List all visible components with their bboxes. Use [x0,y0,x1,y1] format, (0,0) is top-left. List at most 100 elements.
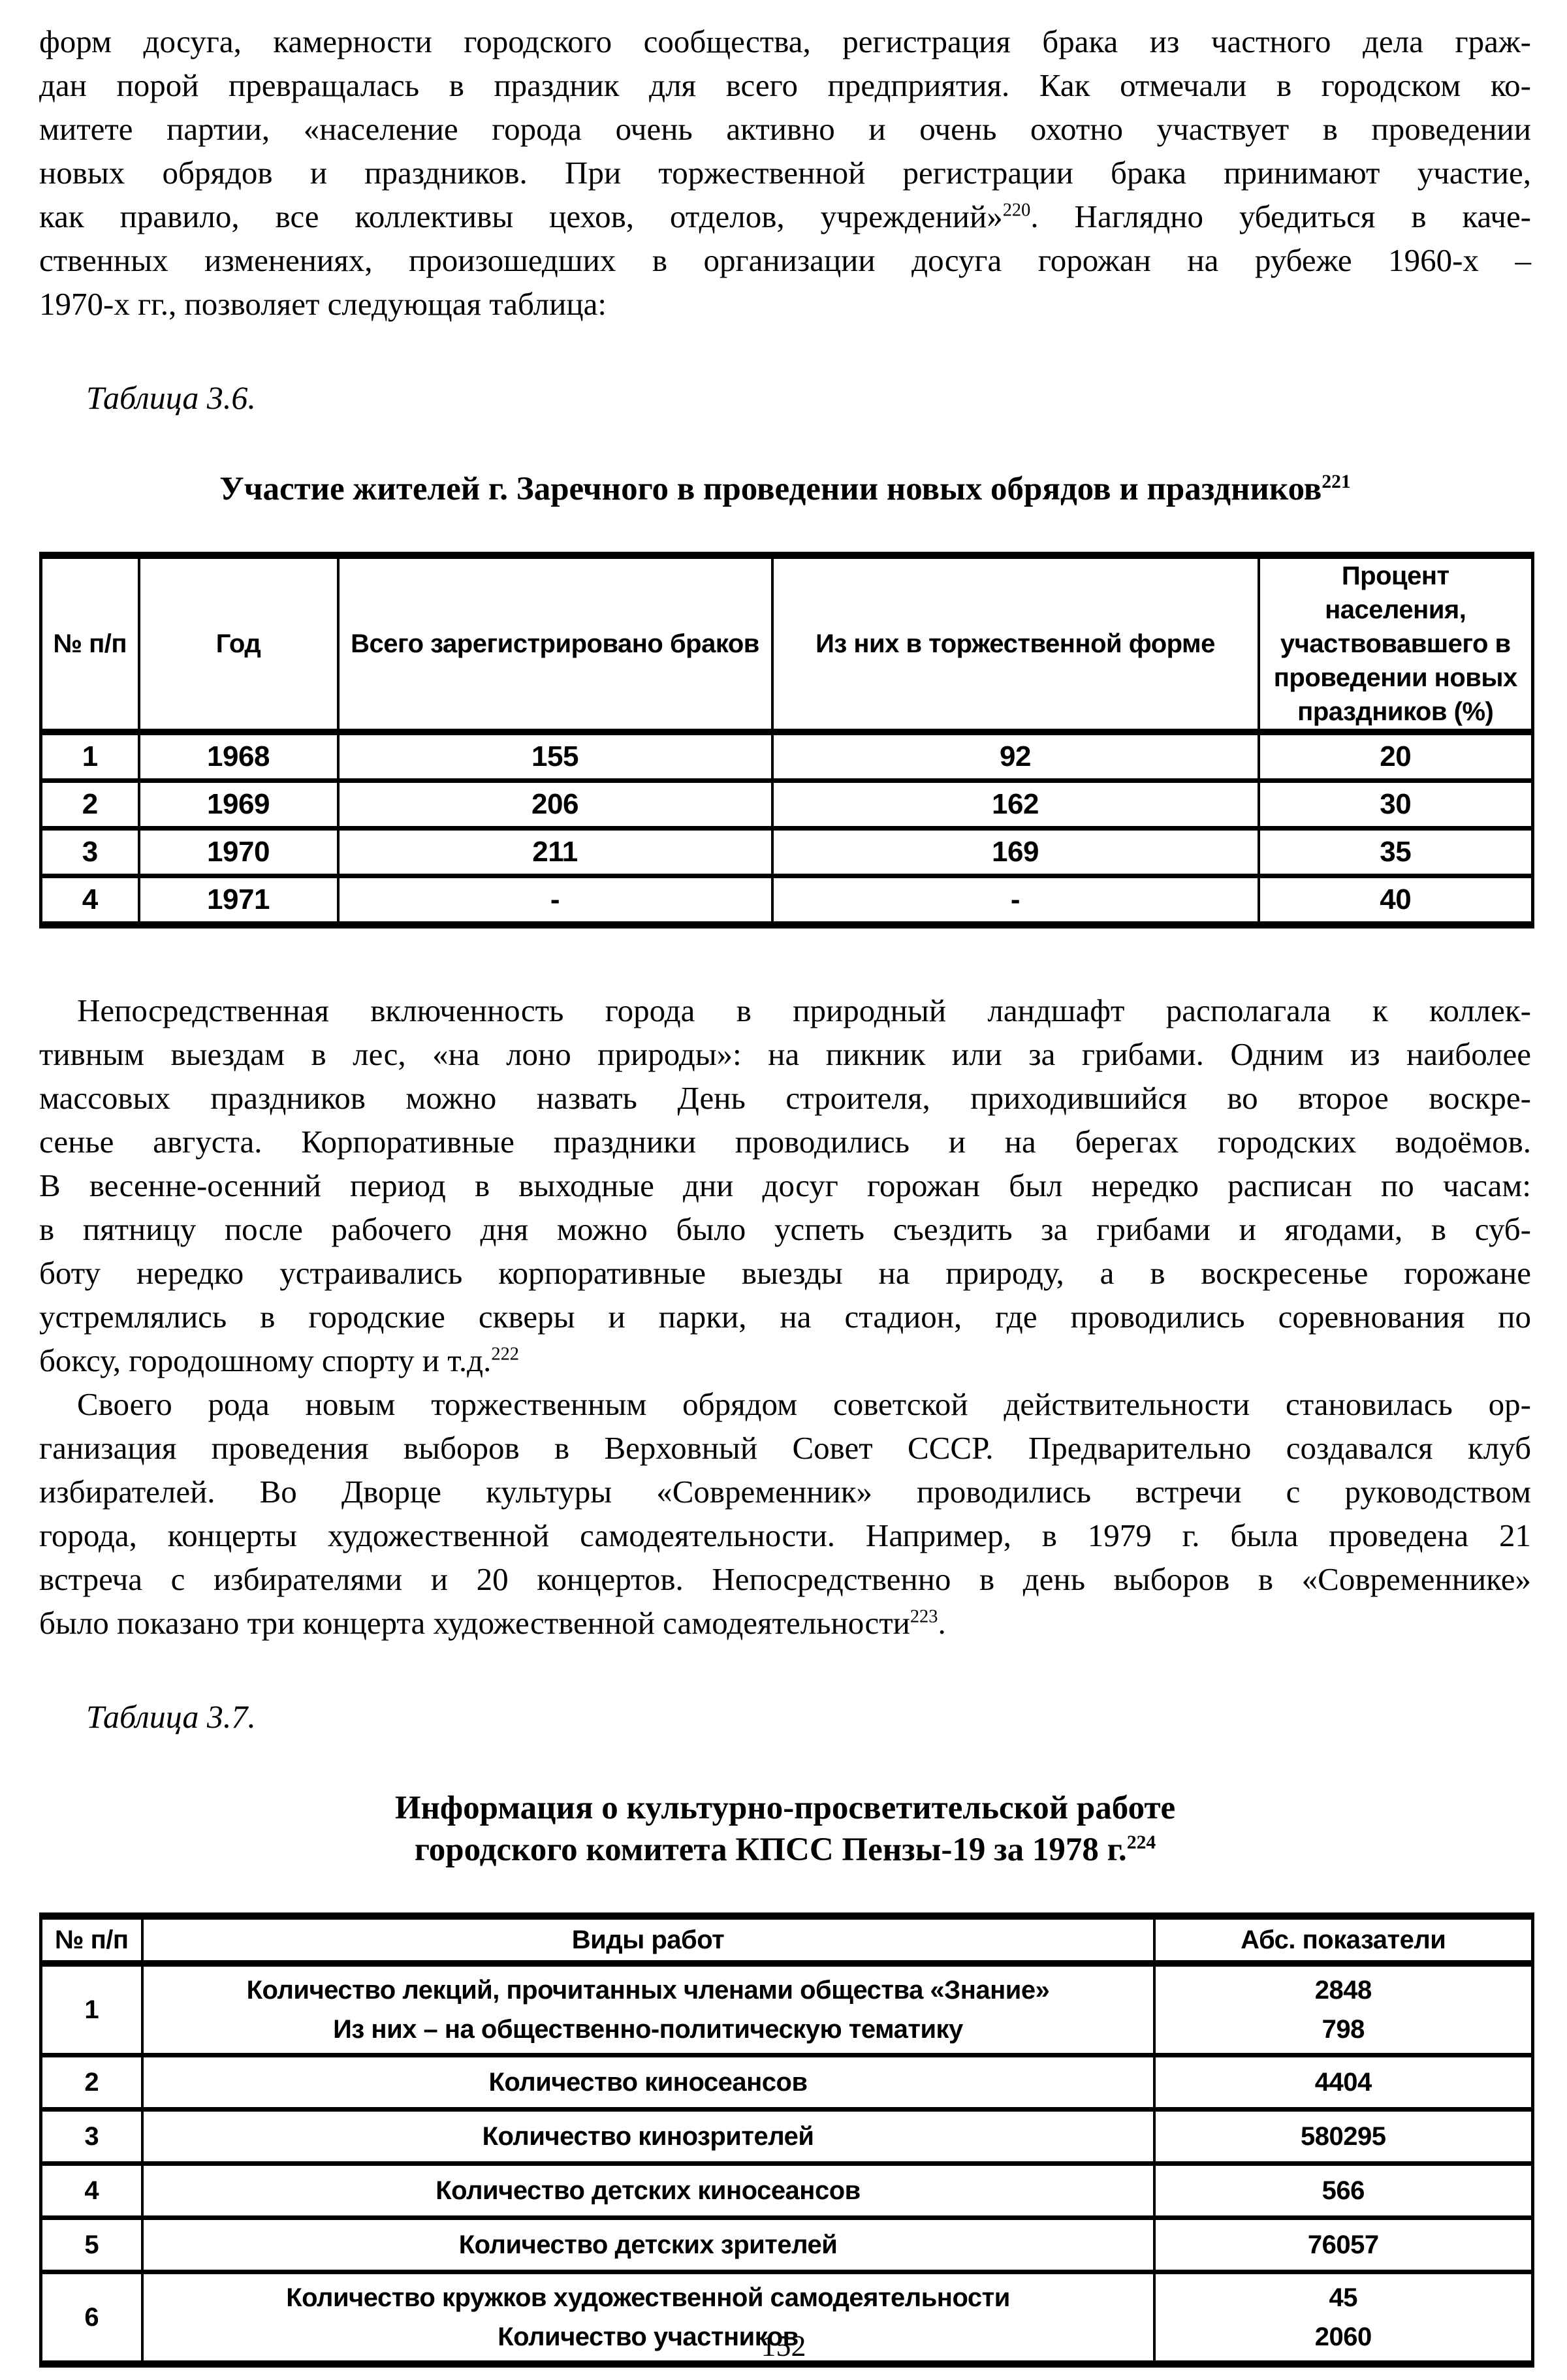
row-number-cell: 2 [39,2053,144,2112]
table-row: 1 1968 155 92 20 [39,729,1534,783]
cell-line: Количество киносеансов [488,2068,808,2097]
cell-line: Количество лекций, прочитанных членами о… [246,1976,1050,2005]
table-3-7-title-line-2: городского комитета КПСС Пензы-19 за 197… [414,1832,1156,1868]
table-row: 3 1970 211 169 35 [39,826,1534,878]
value-cell: 45 2060 [1152,2270,1534,2366]
table-3-6-title: Участие жителей г. Заречного в проведени… [219,471,1351,507]
paragraph-2: Непосредственная включенность города в п… [39,989,1531,1382]
paragraph-1: форм досуга, камерности городского сообщ… [39,20,1531,326]
table-cell: 40 [1257,874,1534,927]
text-line: тивным выездам в лес, «на лоно природы»:… [39,1036,1531,1072]
paragraph-3: Своего рода новым торжественным обрядом … [39,1382,1531,1645]
work-type-cell: Количество детских киносеансов [140,2161,1156,2220]
table-3-6-label: Таблица 3.6. [86,379,256,416]
table-cell: 35 [1257,826,1534,878]
table-cell: 1968 [137,729,340,783]
table-row: 6 Количество кружков художественной самод… [39,2270,1534,2366]
text-line: массовых праздников можно назвать День с… [39,1080,1531,1116]
text-line: как правило, все коллективы цехов, отдел… [39,198,1532,234]
table-3-6-header: № п/п Год Всего зарегистрировано браков Из … [39,553,1534,735]
text-line: сенье августа. Корпоративные праздники п… [39,1124,1531,1160]
footnote-ref: 222 [491,1344,519,1365]
value-cell: 566 [1152,2161,1534,2220]
text-line: В весенне-осенний период в выходные дни … [39,1167,1531,1203]
text-line: в пятницу после рабочего дня можно было … [39,1211,1531,1247]
text-line: ганизация проведения выборов в Верховный… [39,1430,1531,1466]
cell-line: 45 [1329,2283,1358,2312]
table-3-7-title-line-1: Информация о культурно-просветительской … [394,1790,1176,1826]
value-cell: 2848 798 [1152,1961,1534,2057]
row-number-cell: 4 [39,2161,144,2220]
table-cell: 1970 [137,826,340,878]
text-line: избирателей. Во Дворце культуры «Совреме… [39,1474,1531,1510]
table-row: 5 Количество детских зрителей 76057 [39,2215,1534,2274]
row-number-cell: 1 [39,1961,144,2057]
table-cell: 1969 [137,778,340,831]
cell-line: 798 [1322,2015,1365,2044]
table-row: 2 Количество киносеансов 4404 [39,2053,1534,2112]
work-type-cell: Количество киносеансов [140,2053,1156,2112]
column-header: Из них в торжественной форме [770,553,1260,735]
footnote-ref: 224 [1126,1832,1156,1853]
row-number-cell: 5 [39,2215,144,2274]
page-number: 152 [761,2329,806,2362]
cell-line: Количество детских киносеансов [435,2176,861,2205]
table-cell: 155 [336,729,774,783]
table-cell: 206 [336,778,774,831]
value-cell: 580295 [1152,2107,1534,2166]
work-type-cell: Количество кинозрителей [140,2107,1156,2166]
text-line: Своего рода новым торжественным обрядом … [77,1386,1531,1422]
text-line: было показано три концерта художественно… [39,1605,946,1641]
table-cell: 20 [1257,729,1534,783]
table-cell: 162 [770,778,1260,831]
value-cell: 4404 [1152,2053,1534,2112]
cell-line: Из них – на общественно-политическую тем… [333,2015,963,2044]
table-cell: 4 [39,874,140,927]
table-row: 4 Количество детских киносеансов 566 [39,2161,1534,2220]
table-cell: - [770,874,1260,927]
text-line: устремлялись в городские скверы и парки,… [39,1299,1531,1335]
cell-line: Количество кинозрителей [482,2122,814,2151]
cell-line: Количество участников [498,2323,799,2351]
text-line: боксу, городошному спорту и т.д.222 [39,1342,519,1378]
table-3-7: № п/п Виды работ Абс. показатели 1 Количест… [39,1912,1534,2368]
table-row: 4 1971- -40 [39,874,1534,927]
table-3-7-title: Информация о культурно-просветительской … [39,1787,1531,1871]
table-3-6: № п/п Год Всего зарегистрировано браков Из … [39,552,1534,928]
table-cell: 169 [770,826,1260,878]
table-row: 3 Количество кинозрителей 580295 [39,2107,1534,2166]
text-line: ственных изменениях, произошедших в орга… [39,242,1531,278]
text-line: форм досуга, камерности городского сообщ… [39,24,1531,59]
table-row: 2 1969 206 162 30 [39,778,1534,831]
cell-line: 2848 [1314,1976,1372,2005]
work-type-cell: Количество кружков художественной самоде… [140,2270,1156,2366]
row-number-cell: 6 [39,2270,144,2366]
footnote-ref: 223 [910,1606,938,1627]
table-3-6-body: 1 1968 155 92 20 2 1969 206 162 30 3 1970 211 169 35 4 1… [39,729,1534,927]
column-header: Год [137,553,340,735]
table-cell: 2 [39,778,140,831]
cell-line: 4404 [1314,2068,1372,2097]
text-line: новых обрядов и праздников. При торжеств… [39,155,1531,191]
cell-line: Количество детских зрителей [458,2230,838,2259]
footnote-ref: 220 [1002,200,1031,221]
table-cell: 92 [770,729,1260,783]
value-cell: 76057 [1152,2215,1534,2274]
table-cell: - [336,874,774,927]
text-line: боту нередко устраивались корпоративные … [39,1255,1531,1291]
cell-line: 566 [1322,2176,1365,2205]
table-row: 1 Количество лекций, прочитанных членами … [39,1961,1534,2057]
table-3-7-body: 1 Количество лекций, прочитанных членами … [39,1961,1534,2366]
table-cell: 1971 [137,874,340,927]
text-line: встреча с избирателями и 20 концертов. Н… [39,1561,1531,1597]
table-3-7-header: № п/п Виды работ Абс. показатели [39,1914,1534,1967]
column-header: № п/п [39,553,140,735]
cell-line: 76057 [1307,2230,1379,2259]
work-type-cell: Количество детских зрителей [140,2215,1156,2274]
column-header: № п/п [39,1914,144,1967]
text-line: города, концерты художественной самодеят… [39,1517,1531,1553]
table-cell: 211 [336,826,774,878]
footnote-ref: 221 [1322,471,1351,492]
text-line: Непосредственная включенность города в п… [77,992,1531,1028]
